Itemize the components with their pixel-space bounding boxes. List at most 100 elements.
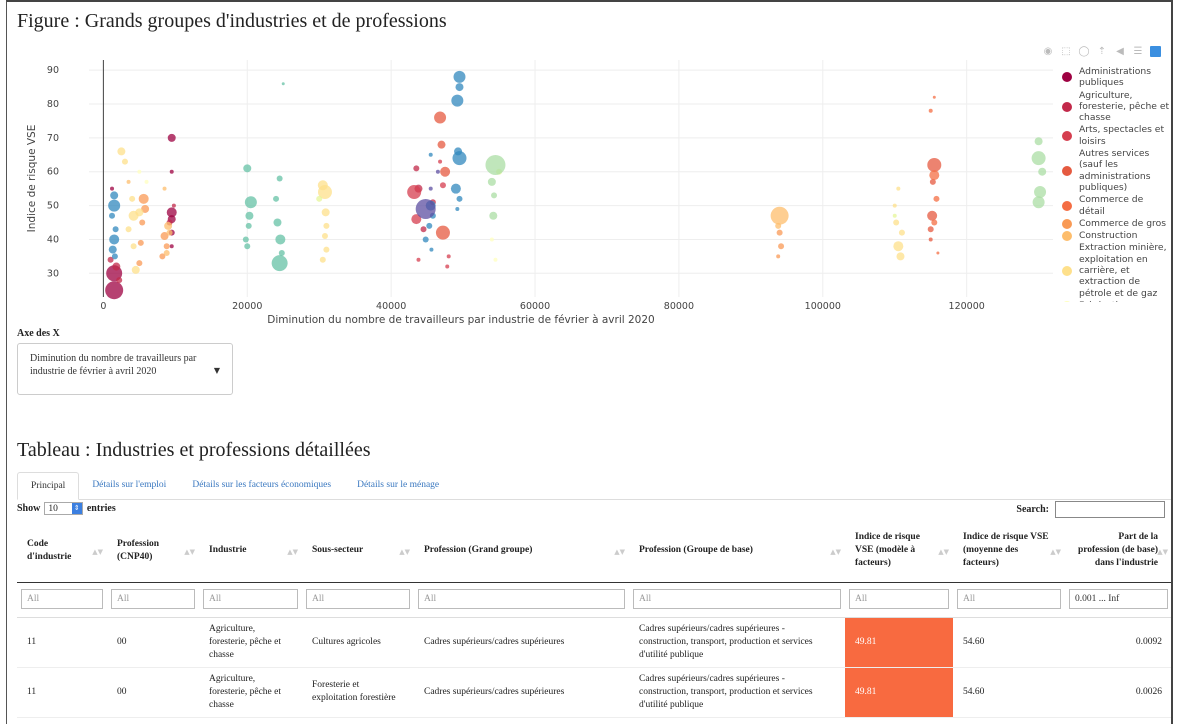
tab-emploi[interactable]: Détails sur l'emploi [92, 480, 167, 490]
data-point [1032, 196, 1045, 209]
column-header-part[interactable]: Part de la profession (de base) dans l'i… [1065, 520, 1171, 583]
column-header-label: Industrie [209, 545, 247, 556]
filter-input-part[interactable]: 0.001 ... Inf [1069, 588, 1168, 609]
filter-input-cnp40[interactable]: All [111, 588, 195, 609]
data-point [893, 241, 904, 252]
column-header-code[interactable]: Code d'industrie ▲▼ [17, 520, 107, 583]
data-point [429, 247, 434, 252]
autoscale-icon[interactable]: ⇡ [1097, 46, 1107, 57]
data-point [426, 222, 433, 229]
filter-input-groupe-de-base[interactable]: All [633, 588, 841, 609]
scatter-chart[interactable]: 30 40 50 60 70 80 90 0 20000 40000 60000 80000 10000… [7, 42, 1057, 332]
cell-sous-secteur: Foresterie et exploitation forestière [302, 667, 414, 718]
legend-label: Extraction minière, exploitation en carr… [1079, 242, 1167, 299]
table-title: Tableau : Industries et professions déta… [17, 439, 371, 461]
compare-icon[interactable]: ☰ [1133, 46, 1143, 57]
plotly-logo-icon[interactable] [1150, 46, 1161, 57]
cell-industrie: Agriculture, foresterie, pêche et chasse [199, 617, 302, 668]
column-header-vse-moyenne[interactable]: Indice de risque VSE (moyenne des facteu… [953, 520, 1065, 583]
filter-input-grand-groupe[interactable]: All [418, 588, 625, 609]
legend-item[interactable]: Construction [1059, 230, 1171, 241]
table-row[interactable]: 11 00 Agriculture, foresterie, pêche et … [17, 617, 1171, 668]
legend-item[interactable]: Arts, spectacles et loisirs [1059, 124, 1171, 147]
data-point [445, 264, 450, 269]
chart-legend[interactable]: Administrations publiques Agriculture, fo… [1059, 66, 1171, 302]
legend-item[interactable]: Extraction minière, exploitation en carr… [1059, 242, 1171, 299]
tab-menage[interactable]: Détails sur le ménage [357, 480, 440, 490]
data-point [159, 253, 166, 260]
data-point [273, 218, 282, 227]
data-point [316, 195, 323, 202]
tab-facteurs-economiques[interactable]: Détails sur les facteurs économiques [192, 480, 332, 490]
y-tick-label: 90 [47, 65, 59, 76]
legend-item[interactable]: Commerce de détail [1059, 194, 1171, 217]
data-point [487, 177, 496, 186]
data-point [141, 204, 150, 213]
data-point [242, 236, 249, 243]
data-point [317, 180, 328, 191]
data-point [931, 219, 938, 226]
data-point [416, 257, 421, 262]
column-header-vse-modele[interactable]: Indice de risque VSE (modèle à facteurs)… [845, 520, 953, 583]
column-header-cnp40[interactable]: Profession (CNP40) ▲▼ [107, 520, 199, 583]
show-label: Show [17, 503, 41, 514]
legend-marker [1062, 200, 1072, 211]
entries-select[interactable]: 10 ⇕ [44, 502, 83, 515]
lasso-icon[interactable]: ◯ [1078, 46, 1090, 57]
legend-item[interactable]: Agriculture, foresterie, pêche et chasse [1059, 90, 1171, 124]
data-point [278, 249, 285, 256]
search-input[interactable] [1055, 501, 1165, 518]
filter-input-vse-moyenne[interactable]: All [957, 588, 1061, 609]
legend-label: Autres services (sauf les administration… [1079, 148, 1151, 193]
data-point [137, 169, 142, 174]
data-point [245, 222, 252, 229]
legend-item[interactable]: Administrations publiques [1059, 66, 1171, 89]
data-point [455, 83, 464, 92]
data-point [438, 159, 443, 164]
x-tick-label: 120000 [949, 301, 985, 312]
length-menu: Show 10 ⇕ entries [17, 502, 116, 515]
legend-marker [1062, 101, 1072, 112]
spike-icon[interactable]: ◀ [1116, 46, 1124, 57]
table-row[interactable]: 11 00 Agriculture, foresterie, pêche et … [17, 667, 1171, 718]
data-point [927, 226, 934, 233]
filter-input-industrie[interactable]: All [203, 588, 298, 609]
legend-marker [1062, 265, 1072, 276]
tab-principal[interactable]: Principal [17, 472, 80, 500]
data-point [420, 226, 427, 233]
cell-cnp40: 00 [107, 617, 199, 668]
x-axis-dropdown[interactable]: Diminution du nombre de travailleurs par… [17, 343, 233, 395]
filter-row: All All All All All All All All 0.001 ..… [17, 582, 1171, 618]
data-point [440, 166, 451, 177]
data-point [451, 94, 464, 107]
x-tick-label: 60000 [520, 301, 550, 312]
filter-input-code[interactable]: All [21, 588, 103, 609]
legend-item[interactable]: Autres services (sauf les administration… [1059, 148, 1171, 193]
cell-groupe-de-base: Cadres supérieurs/cadres supérieures - c… [629, 667, 845, 718]
filter-input-sous-secteur[interactable]: All [306, 588, 410, 609]
column-header-grand-groupe[interactable]: Profession (Grand groupe) ▲▼ [414, 520, 629, 583]
cell-part: 0.0092 [1065, 617, 1171, 668]
data-point [892, 213, 897, 218]
camera-icon[interactable]: ◉ [1043, 46, 1053, 57]
box-select-icon[interactable]: ⬚ [1061, 46, 1071, 57]
legend-item[interactable]: Commerce de gros [1059, 218, 1171, 229]
column-header-groupe-de-base[interactable]: Profession (Groupe de base) ▲▼ [629, 520, 845, 583]
data-point [1034, 186, 1047, 199]
sort-icon: ▲▼ [1157, 548, 1168, 556]
column-header-industrie[interactable]: Industrie ▲▼ [199, 520, 302, 583]
data-point [450, 183, 461, 194]
column-header-sous-secteur[interactable]: Sous-secteur ▲▼ [302, 520, 414, 583]
data-point [936, 251, 940, 255]
filter-input-vse-modele[interactable]: All [849, 588, 949, 609]
data-point [428, 152, 433, 157]
data-point [109, 234, 120, 245]
data-point [1038, 167, 1047, 176]
chevron-down-icon: ▼ [213, 366, 220, 375]
cell-industrie: Agriculture, foresterie, pêche et chasse [199, 667, 302, 718]
data-point [109, 212, 116, 219]
data-point [929, 178, 936, 185]
legend-label: Commerce de gros [1079, 217, 1167, 229]
legend-label: Fabrication [1079, 300, 1130, 302]
legend-item[interactable]: Fabrication [1059, 300, 1171, 302]
